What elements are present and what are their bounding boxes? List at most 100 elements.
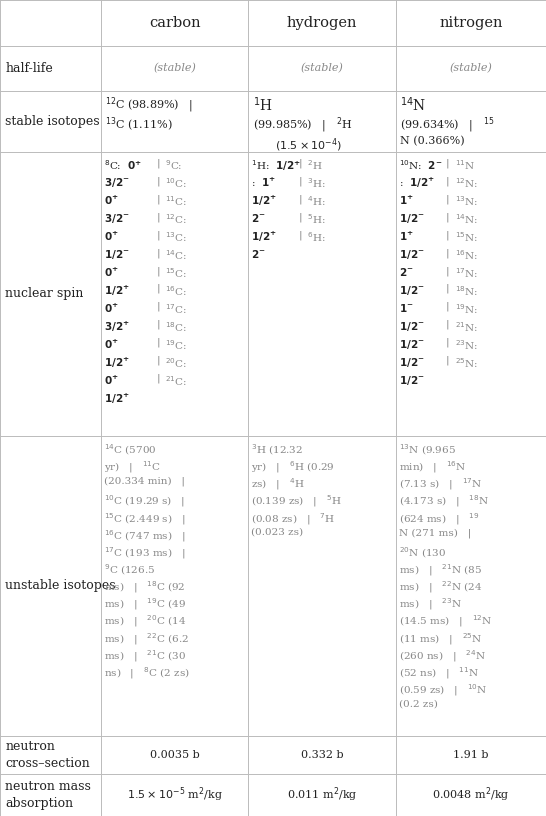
Text: 0.011 m$^{2}$/kg: 0.011 m$^{2}$/kg (287, 786, 358, 804)
Text: (0.139 zs)   |   $^{5}$H: (0.139 zs) | $^{5}$H (251, 494, 342, 509)
Text: $\mathbf{3/2^{-}}$: $\mathbf{3/2^{-}}$ (104, 176, 129, 189)
Text: $^{13}$C:: $^{13}$C: (165, 230, 187, 244)
Text: ms)   |   $^{22}$N (24: ms) | $^{22}$N (24 (399, 579, 482, 595)
Text: $\mathbf{1/2^{-}}$: $\mathbf{1/2^{-}}$ (104, 248, 129, 261)
Text: $^{12}$N:: $^{12}$N: (455, 176, 478, 190)
Text: half-life: half-life (5, 62, 53, 75)
Text: |: | (157, 266, 160, 276)
Text: |: | (299, 212, 302, 222)
Text: $^{8}$C:  $\mathbf{0^{+}}$: $^{8}$C: $\mathbf{0^{+}}$ (104, 158, 141, 172)
Text: |: | (446, 212, 449, 222)
Text: |: | (157, 284, 160, 294)
Text: $^{10}$C:: $^{10}$C: (165, 176, 187, 190)
Text: $\mathbf{1^{+}}$: $\mathbf{1^{+}}$ (399, 230, 413, 243)
Text: (99.634%)   |   $^{15}$: (99.634%) | $^{15}$ (400, 116, 495, 135)
Text: $^{17}$C (193 ms)   |: $^{17}$C (193 ms) | (104, 545, 185, 561)
Text: $^{17}$C:: $^{17}$C: (165, 302, 187, 316)
Text: $^{15}$N:: $^{15}$N: (455, 230, 478, 244)
Text: |: | (157, 356, 160, 366)
Text: |: | (446, 230, 449, 240)
Text: $\mathbf{1/2^{-}}$: $\mathbf{1/2^{-}}$ (399, 320, 424, 333)
Text: |: | (446, 356, 449, 366)
Text: $\mathbf{1^{-}}$: $\mathbf{1^{-}}$ (399, 302, 413, 314)
Text: neutron
cross–section: neutron cross–section (5, 740, 90, 769)
Text: (20.334 min)   |: (20.334 min) | (104, 477, 185, 486)
Text: $\mathbf{3/2^{+}}$: $\mathbf{3/2^{+}}$ (104, 320, 129, 334)
Text: $^{1}$H: $^{1}$H (253, 95, 273, 114)
Text: $\mathbf{1^{+}}$: $\mathbf{1^{+}}$ (399, 194, 413, 207)
Text: |: | (157, 158, 160, 168)
Text: ns)   |   $^{8}$C (2 zs): ns) | $^{8}$C (2 zs) (104, 665, 189, 681)
Text: $^{13}$N:: $^{13}$N: (455, 194, 478, 208)
Text: (99.985%)   |   $^{2}$H: (99.985%) | $^{2}$H (253, 116, 352, 135)
Text: carbon: carbon (149, 16, 200, 30)
Text: ms)   |   $^{18}$C (92: ms) | $^{18}$C (92 (104, 579, 185, 595)
Text: $\mathbf{1/2^{+}}$: $\mathbf{1/2^{+}}$ (104, 356, 129, 370)
Text: |: | (299, 230, 302, 240)
Text: |: | (157, 176, 160, 186)
Text: |: | (446, 248, 449, 258)
Text: $^{19}$C:: $^{19}$C: (165, 338, 187, 352)
Text: |: | (446, 284, 449, 294)
Text: ms)   |   $^{22}$C (6.2: ms) | $^{22}$C (6.2 (104, 631, 188, 646)
Text: N (271 ms)   |: N (271 ms) | (399, 528, 471, 538)
Text: |: | (157, 320, 160, 330)
Text: $^{14}$N:: $^{14}$N: (455, 212, 478, 226)
Text: $(1.5\times10^{-4})$: $(1.5\times10^{-4})$ (275, 136, 342, 154)
Text: $\mathbf{1/2^{-}}$: $\mathbf{1/2^{-}}$ (399, 284, 424, 297)
Text: $^{13}$C (1.11%): $^{13}$C (1.11%) (105, 116, 173, 134)
Text: stable isotopes: stable isotopes (5, 115, 100, 128)
Text: nuclear spin: nuclear spin (5, 287, 84, 300)
Text: ms)   |   $^{23}$N: ms) | $^{23}$N (399, 596, 461, 612)
Text: $^{11}$N: $^{11}$N (455, 158, 475, 172)
Text: |: | (157, 338, 160, 348)
Text: (0.59 zs)   |   $^{10}$N: (0.59 zs) | $^{10}$N (399, 682, 487, 698)
Text: $\mathbf{0^{+}}$: $\mathbf{0^{+}}$ (104, 338, 118, 351)
Text: |: | (446, 176, 449, 186)
Text: neutron mass
absorption: neutron mass absorption (5, 780, 91, 809)
Text: zs)   |   $^{4}$H: zs) | $^{4}$H (251, 477, 305, 492)
Text: $^{21}$N:: $^{21}$N: (455, 320, 478, 334)
Text: yr)   |   $^{11}$C: yr) | $^{11}$C (104, 459, 161, 475)
Text: $^{20}$C:: $^{20}$C: (165, 356, 187, 370)
Text: $^{6}$H:: $^{6}$H: (307, 230, 326, 244)
Text: $\mathbf{1/2^{+}}$: $\mathbf{1/2^{+}}$ (104, 284, 129, 298)
Text: (0.2 zs): (0.2 zs) (399, 699, 437, 708)
Text: (260 ns)   |   $^{24}$N: (260 ns) | $^{24}$N (399, 648, 485, 663)
Text: |: | (157, 374, 160, 384)
Text: |: | (446, 320, 449, 330)
Text: $\mathbf{3/2^{-}}$: $\mathbf{3/2^{-}}$ (104, 212, 129, 225)
Text: $^{2}$H: $^{2}$H (307, 158, 323, 172)
Text: $^{16}$C:: $^{16}$C: (165, 284, 187, 298)
Text: $^{14}$C:: $^{14}$C: (165, 248, 187, 262)
Text: $^{10}$N:  $\mathbf{2^{-}}$: $^{10}$N: $\mathbf{2^{-}}$ (399, 158, 442, 172)
Text: (11 ms)   |   $^{25}$N: (11 ms) | $^{25}$N (399, 631, 482, 646)
Text: |: | (446, 266, 449, 276)
Text: $1.5\times10^{-5}$ m$^{2}$/kg: $1.5\times10^{-5}$ m$^{2}$/kg (127, 786, 223, 804)
Text: $^{3}$H (12.32: $^{3}$H (12.32 (251, 442, 303, 457)
Text: $^{9}$C:: $^{9}$C: (165, 158, 183, 172)
Text: |: | (157, 230, 160, 240)
Text: $^{19}$N:: $^{19}$N: (455, 302, 478, 316)
Text: |: | (157, 194, 160, 204)
Text: $^{20}$N (130: $^{20}$N (130 (399, 545, 446, 560)
Text: :  $\mathbf{1/2^{+}}$: : $\mathbf{1/2^{+}}$ (399, 176, 435, 190)
Text: $^{14}$C (5700: $^{14}$C (5700 (104, 442, 156, 457)
Text: 1.91 b: 1.91 b (453, 750, 489, 760)
Text: (stable): (stable) (153, 64, 196, 73)
Text: |: | (446, 338, 449, 348)
Text: $\mathbf{1/2^{+}}$: $\mathbf{1/2^{+}}$ (251, 194, 277, 208)
Text: N (0.366%): N (0.366%) (400, 136, 465, 147)
Text: $\mathbf{2^{-}}$: $\mathbf{2^{-}}$ (251, 248, 266, 260)
Text: $^{13}$N (9.965: $^{13}$N (9.965 (399, 442, 455, 457)
Text: |: | (446, 194, 449, 204)
Text: (0.08 zs)   |   $^{7}$H: (0.08 zs) | $^{7}$H (251, 511, 335, 526)
Text: unstable isotopes: unstable isotopes (5, 579, 116, 592)
Text: $\mathbf{0^{+}}$: $\mathbf{0^{+}}$ (104, 302, 118, 315)
Text: ms)   |   $^{21}$N (85: ms) | $^{21}$N (85 (399, 562, 482, 578)
Text: 0.332 b: 0.332 b (301, 750, 343, 760)
Text: (624 ms)   |   $^{19}$: (624 ms) | $^{19}$ (399, 511, 479, 526)
Text: ms)   |   $^{19}$C (49: ms) | $^{19}$C (49 (104, 596, 186, 612)
Text: (14.5 ms)   |   $^{12}$N: (14.5 ms) | $^{12}$N (399, 614, 492, 629)
Text: $^{16}$C (747 ms)   |: $^{16}$C (747 ms) | (104, 528, 185, 543)
